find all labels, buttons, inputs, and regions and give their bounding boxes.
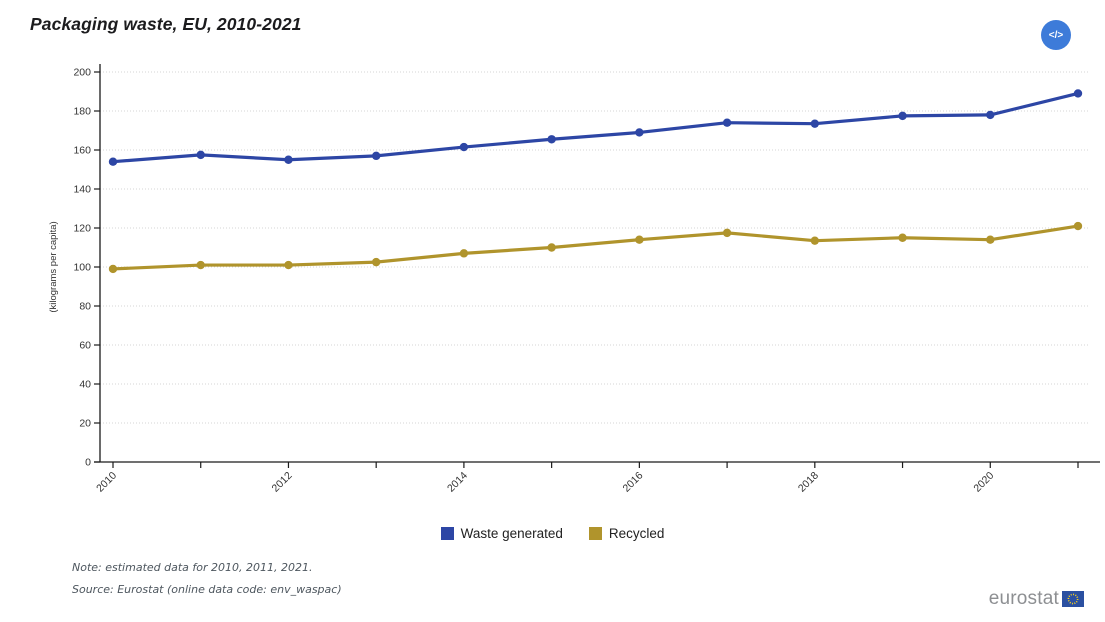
y-tick-label: 200 [73,67,91,79]
chart-source: Source: Eurostat (online data code: env_… [72,583,342,596]
data-point[interactable] [722,228,732,238]
code-icon: </> [1048,29,1064,41]
data-point[interactable] [898,111,907,121]
x-tick-label: 2020 [971,470,996,495]
x-tick-label: 2018 [796,470,821,495]
series-line-waste-generated [111,91,1080,164]
x-tick-label: 2014 [445,470,470,495]
legend-swatch [440,527,454,540]
data-point[interactable] [547,243,556,252]
data-point[interactable] [108,264,118,274]
data-point[interactable] [810,236,820,245]
legend-item-waste-generated[interactable]: Waste generated [440,526,563,541]
legend-label: Recycled [608,526,665,541]
y-tick-label: 120 [73,223,91,235]
eurostat-logo[interactable]: eurostat [989,588,1085,610]
eu-flag-stars [1067,593,1079,605]
data-point[interactable] [108,157,118,166]
y-tick-label: 40 [79,379,91,391]
series-line-recycled [111,224,1080,271]
embed-code-button[interactable]: </> [1041,20,1071,50]
data-point[interactable] [459,249,469,258]
legend-item-recycled[interactable]: Recycled [588,526,665,541]
data-point[interactable] [284,155,293,164]
data-point[interactable] [547,135,556,144]
data-point[interactable] [196,260,205,270]
data-point[interactable] [284,260,293,270]
data-point[interactable] [986,235,995,244]
data-point[interactable] [371,151,381,161]
data-point[interactable] [371,257,381,267]
data-point[interactable] [635,235,644,244]
legend-swatch [588,527,602,540]
data-point[interactable] [1073,89,1083,98]
line-chart: 0 20 40 60 80 100 120 140 160 180 200 2010 2012 2014 2… [48,64,1100,495]
y-tick-label: 180 [73,106,91,118]
data-point[interactable] [1073,221,1083,231]
data-point[interactable] [986,110,995,120]
y-axis-title: (kilograms per capita) [48,221,59,312]
legend-label: Waste generated [460,526,563,541]
chart-note: Note: estimated data for 2010, 2011, 202… [72,561,313,574]
data-point[interactable] [196,150,205,160]
data-point[interactable] [459,142,469,152]
y-tick-label: 100 [73,262,91,274]
chart-legend: Waste generated Recycled [0,526,1105,541]
y-tick-label: 140 [73,184,91,196]
data-point[interactable] [898,233,907,242]
data-point[interactable] [722,118,732,127]
y-tick-label: 0 [85,457,91,469]
x-tick-label: 2016 [620,470,645,495]
y-tick-label: 160 [73,145,91,157]
data-point[interactable] [810,119,820,128]
x-tick-label: 2010 [94,470,119,495]
page-title: Packaging waste, EU, 2010-2021 [30,14,302,34]
eu-flag-field [1062,591,1084,607]
y-tick-label: 20 [79,418,91,430]
y-tick-label: 60 [79,340,91,352]
y-tick-label: 80 [79,301,91,313]
data-point[interactable] [635,128,644,137]
x-tick-label: 2012 [270,470,295,495]
eu-flag-icon [1062,591,1084,607]
eurostat-logo-text: eurostat [988,588,1059,609]
